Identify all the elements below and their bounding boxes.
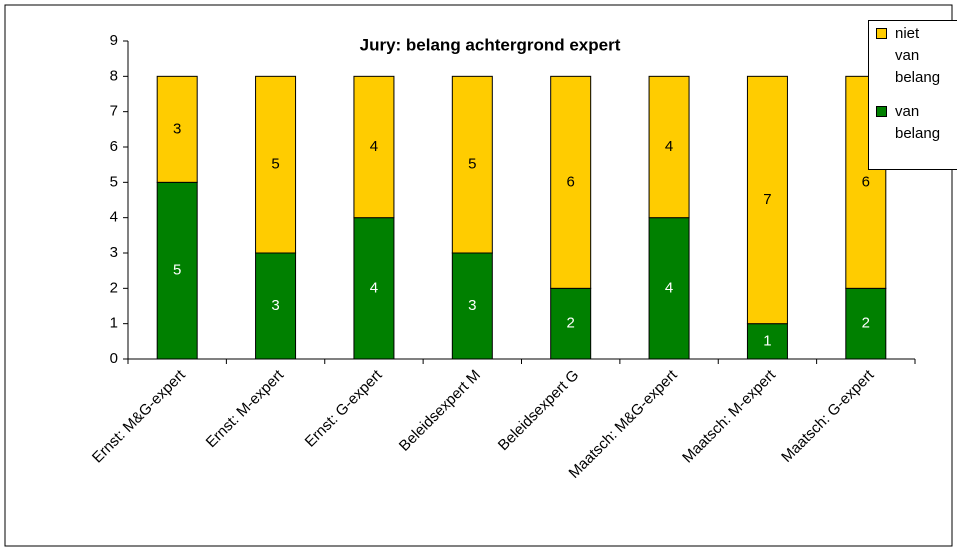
y-tick-label: 7 (110, 103, 118, 120)
bar-segment (156, 75, 198, 183)
data-label: 2 (567, 315, 575, 332)
chart-title: Jury: belang achtergrond expert (360, 35, 621, 54)
legend-label: niet van belang (895, 25, 941, 86)
legend: niet van belang van belang (868, 20, 957, 170)
data-label: 4 (370, 138, 378, 155)
data-label: 3 (271, 297, 279, 314)
y-tick-label: 0 (110, 350, 118, 367)
bar-segment (451, 75, 493, 254)
data-label: 3 (468, 297, 476, 314)
data-label: 4 (370, 279, 378, 296)
bar-segment (255, 252, 297, 360)
legend-item: niet van belang (869, 21, 957, 99)
data-label: 6 (567, 173, 575, 190)
y-tick-label: 9 (110, 32, 118, 49)
data-label: 5 (468, 156, 476, 173)
y-tick-label: 1 (110, 315, 118, 332)
data-label: 2 (862, 315, 870, 332)
legend-label: van belang (895, 103, 941, 142)
legend-swatch (876, 28, 887, 39)
bar-segment (255, 75, 297, 254)
y-tick-label: 6 (110, 138, 118, 155)
data-label: 1 (763, 332, 771, 349)
y-tick-label: 4 (110, 209, 118, 226)
data-label: 3 (173, 120, 181, 137)
legend-swatch (876, 106, 887, 117)
y-tick-label: 5 (110, 173, 118, 190)
y-tick-label: 3 (110, 244, 118, 261)
bar-segment (353, 75, 395, 219)
data-label: 5 (271, 156, 279, 173)
legend-item: van belang (869, 99, 957, 177)
y-tick-label: 2 (110, 279, 118, 296)
bar-segment (550, 287, 592, 360)
bar-segment (648, 217, 690, 360)
bar-segment (845, 287, 887, 360)
bar-segment (550, 75, 592, 289)
data-label: 7 (763, 191, 771, 208)
bar-segment (746, 75, 788, 325)
data-label: 4 (665, 279, 673, 296)
y-tick-label: 8 (110, 67, 118, 84)
data-label: 4 (665, 138, 673, 155)
bar-segment (648, 75, 690, 219)
data-label: 6 (862, 173, 870, 190)
bar-segment (156, 181, 198, 360)
data-label: 5 (173, 262, 181, 279)
